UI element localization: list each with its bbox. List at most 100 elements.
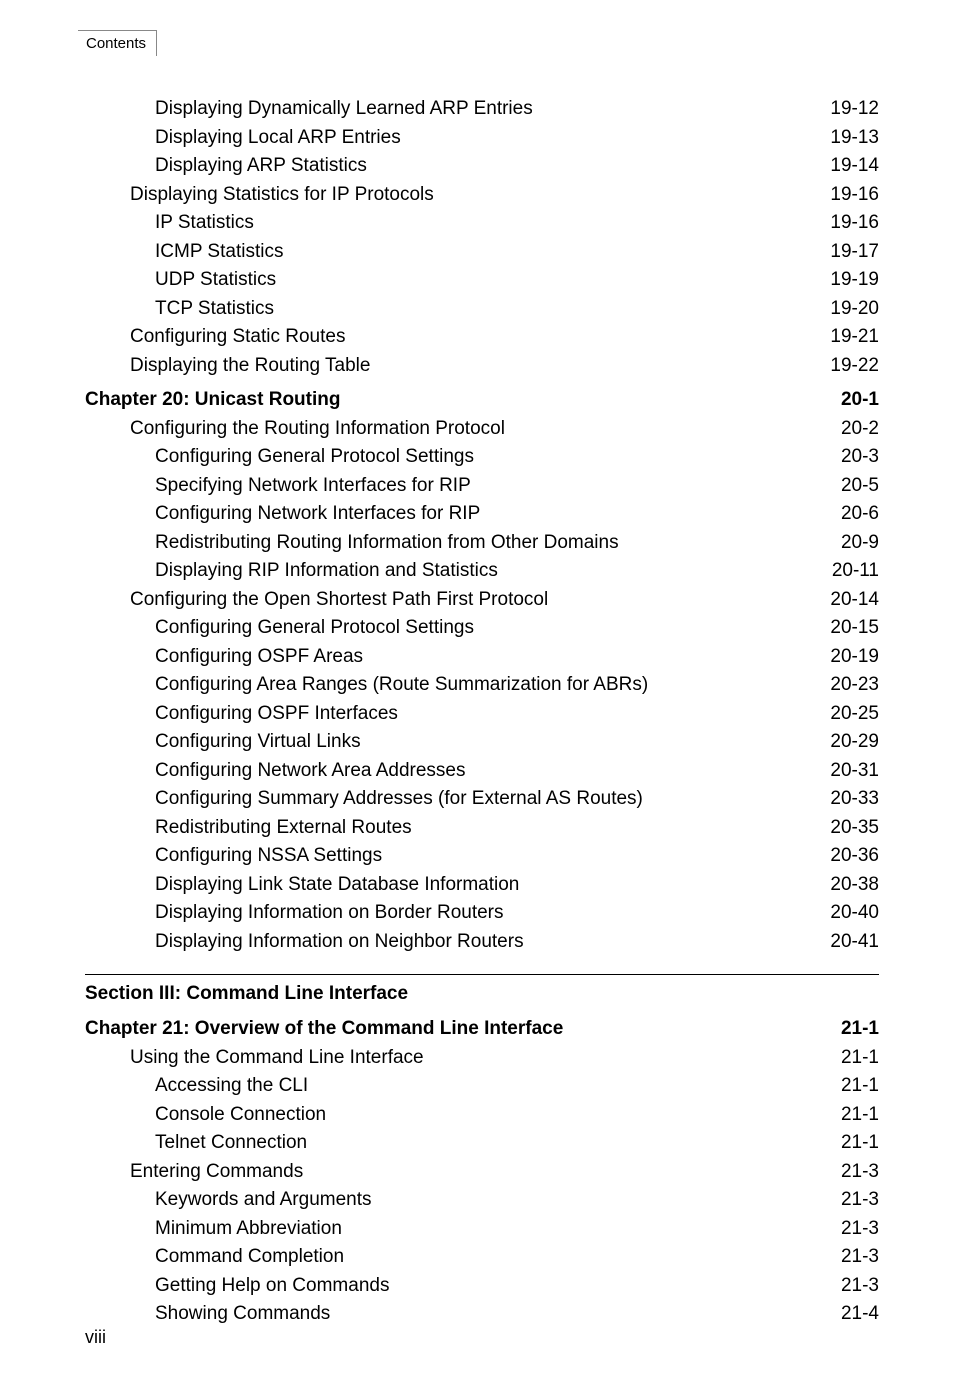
toc-title: Displaying RIP Information and Statistic… <box>155 557 498 586</box>
toc-title: Using the Command Line Interface <box>130 1044 424 1073</box>
toc-title: Configuring Network Interfaces for RIP <box>155 500 480 529</box>
toc-line: Redistributing External Routes20-35 <box>85 814 879 843</box>
toc-page: 20-9 <box>829 529 879 558</box>
toc-page: 20-3 <box>829 443 879 472</box>
toc-page: 19-16 <box>818 181 879 210</box>
toc-line: Configuring Summary Addresses (for Exter… <box>85 785 879 814</box>
toc-page: 21-3 <box>829 1215 879 1244</box>
toc-title: Command Completion <box>155 1243 344 1272</box>
toc-line: UDP Statistics19-19 <box>85 266 879 295</box>
toc-title: Configuring General Protocol Settings <box>155 443 474 472</box>
toc-page: 20-14 <box>818 586 879 615</box>
toc-line: Telnet Connection 21-1 <box>85 1129 879 1158</box>
toc-line: Getting Help on Commands 21-3 <box>85 1272 879 1301</box>
toc-page: 19-14 <box>818 152 879 181</box>
toc-line: Configuring Virtual Links20-29 <box>85 728 879 757</box>
toc-page: 20-33 <box>818 785 879 814</box>
toc-title: Configuring OSPF Interfaces <box>155 700 398 729</box>
toc-line: Accessing the CLI21-1 <box>85 1072 879 1101</box>
toc-page: 20-29 <box>818 728 879 757</box>
toc-content: Displaying Dynamically Learned ARP Entri… <box>85 95 879 1329</box>
toc-title: Keywords and Arguments <box>155 1186 372 1215</box>
toc-title: Accessing the CLI <box>155 1072 308 1101</box>
toc-page: 20-19 <box>818 643 879 672</box>
toc-title: Displaying Information on Neighbor Route… <box>155 928 524 957</box>
toc-title: ICMP Statistics <box>155 238 283 267</box>
toc-title: Minimum Abbreviation <box>155 1215 342 1244</box>
toc-title: Configuring Area Ranges (Route Summariza… <box>155 671 648 700</box>
toc-line: Configuring Network Area Addresses20-31 <box>85 757 879 786</box>
toc-title: Displaying Statistics for IP Protocols <box>130 181 434 210</box>
toc-line: Displaying Statistics for IP Protocols 19… <box>85 181 879 210</box>
toc-title: Getting Help on Commands <box>155 1272 389 1301</box>
toc-title: Configuring Network Area Addresses <box>155 757 466 786</box>
toc-line: Entering Commands21-3 <box>85 1158 879 1187</box>
toc-line: Displaying Link State Database Informati… <box>85 871 879 900</box>
toc-title: Configuring OSPF Areas <box>155 643 363 672</box>
toc-line: Displaying Local ARP Entries19-13 <box>85 124 879 153</box>
toc-line: Configuring Area Ranges (Route Summariza… <box>85 671 879 700</box>
toc-line: Configuring General Protocol Settings 20-… <box>85 443 879 472</box>
toc-title: Displaying Link State Database Informati… <box>155 871 519 900</box>
toc-line: Showing Commands 21-4 <box>85 1300 879 1329</box>
toc-line: TCP Statistics 19-20 <box>85 295 879 324</box>
tab-label: Contents <box>86 35 146 52</box>
toc-page: 21-3 <box>829 1158 879 1187</box>
toc-page: 20-40 <box>818 899 879 928</box>
toc-line: Displaying Dynamically Learned ARP Entri… <box>85 95 879 124</box>
section-heading: Section III: Command Line Interface <box>85 983 879 1005</box>
toc-page: 20-38 <box>818 871 879 900</box>
toc-title: Showing Commands <box>155 1300 330 1329</box>
toc-line: Minimum Abbreviation 21-3 <box>85 1215 879 1244</box>
toc-title: Configuring NSSA Settings <box>155 842 382 871</box>
toc-title: Telnet Connection <box>155 1129 307 1158</box>
toc-page: 20-25 <box>818 700 879 729</box>
toc-title: Displaying the Routing Table <box>130 352 370 381</box>
toc-title: Configuring General Protocol Settings <box>155 614 474 643</box>
toc-line: Displaying ARP Statistics 19-14 <box>85 152 879 181</box>
toc-line: Configuring General Protocol Settings 20-… <box>85 614 879 643</box>
toc-page: 21-3 <box>829 1272 879 1301</box>
toc-line: Configuring the Routing Information Prot… <box>85 415 879 444</box>
toc-line: Chapter 20: Unicast Routing 20-1 <box>85 386 879 415</box>
toc-page: 20-15 <box>818 614 879 643</box>
toc-title: Configuring the Open Shortest Path First… <box>130 586 548 615</box>
contents-tab: Contents <box>78 30 157 56</box>
toc-page: 21-1 <box>829 1015 879 1044</box>
toc-page: 19-19 <box>818 266 879 295</box>
page-number: viii <box>85 1327 106 1347</box>
toc-page: 21-3 <box>829 1186 879 1215</box>
toc-line: Configuring OSPF Interfaces 20-25 <box>85 700 879 729</box>
toc-line: Redistributing Routing Information from … <box>85 529 879 558</box>
toc-line: Displaying RIP Information and Statistic… <box>85 557 879 586</box>
toc-title: Configuring the Routing Information Prot… <box>130 415 505 444</box>
toc-page: 19-16 <box>818 209 879 238</box>
toc-line: Configuring Network Interfaces for RIP 20… <box>85 500 879 529</box>
toc-title: Redistributing External Routes <box>155 814 412 843</box>
toc-page: 21-1 <box>829 1129 879 1158</box>
toc-line: IP Statistics 19-16 <box>85 209 879 238</box>
toc-line: Configuring Static Routes19-21 <box>85 323 879 352</box>
toc-line: Displaying the Routing Table 19-22 <box>85 352 879 381</box>
toc-line: Displaying Information on Border Routers… <box>85 899 879 928</box>
toc-line: Chapter 21: Overview of the Command Line… <box>85 1015 879 1044</box>
toc-page: 20-2 <box>829 415 879 444</box>
toc-title: Displaying Local ARP Entries <box>155 124 401 153</box>
toc-page: 19-20 <box>818 295 879 324</box>
toc-page: 20-23 <box>818 671 879 700</box>
toc-line: Console Connection21-1 <box>85 1101 879 1130</box>
toc-page: 21-3 <box>829 1243 879 1272</box>
toc-page: 20-1 <box>829 386 879 415</box>
toc-line: Displaying Information on Neighbor Route… <box>85 928 879 957</box>
toc-title: TCP Statistics <box>155 295 274 324</box>
toc-title: IP Statistics <box>155 209 254 238</box>
toc-title: Redistributing Routing Information from … <box>155 529 619 558</box>
toc-page: 19-17 <box>818 238 879 267</box>
toc-title: Displaying ARP Statistics <box>155 152 367 181</box>
toc-title: Chapter 20: Unicast Routing <box>85 386 340 415</box>
section-divider <box>85 974 879 975</box>
toc-page: 20-6 <box>829 500 879 529</box>
toc-line: ICMP Statistics 19-17 <box>85 238 879 267</box>
toc-page: 19-22 <box>818 352 879 381</box>
toc-page: 21-4 <box>829 1300 879 1329</box>
